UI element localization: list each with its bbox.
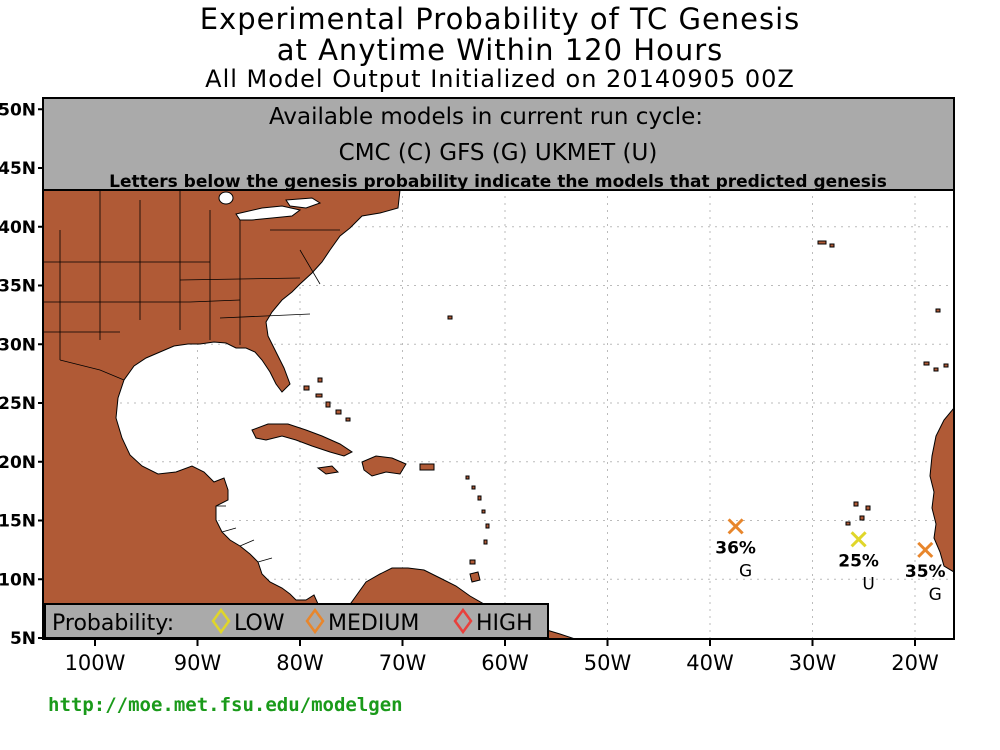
genesis-markers: 36% G 25% U 35% G	[715, 518, 946, 605]
lake-ontario	[285, 197, 322, 209]
info-line-3: Letters below the genesis probability in…	[109, 172, 887, 192]
legend-item-label: LOW	[234, 611, 285, 636]
land-jamaica	[316, 465, 340, 475]
marker-percent: 25%	[838, 551, 879, 571]
marker-x-icon	[917, 541, 934, 558]
genesis-marker[interactable]: 36% G	[715, 518, 756, 581]
marker-percent: 35%	[905, 562, 946, 582]
legend-item-low: LOW	[211, 607, 285, 636]
title-line-3: All Model Output Initialized on 20140905…	[205, 65, 795, 93]
marker-models: U	[862, 574, 874, 594]
lon-label: 90W	[174, 651, 222, 675]
lat-label: 5N	[10, 629, 36, 649]
diamond-icon	[453, 607, 473, 635]
lon-label: 100W	[65, 651, 126, 675]
lat-label: 45N	[0, 159, 36, 179]
lat-label: 50N	[0, 100, 36, 120]
land-africa	[929, 407, 954, 573]
marker-percent: 36%	[715, 538, 756, 558]
marker-x-icon	[850, 531, 867, 548]
lat-label: 20N	[0, 453, 36, 473]
lon-label: 20W	[891, 651, 939, 675]
marker-models: G	[739, 561, 752, 581]
lon-label: 50W	[584, 651, 632, 675]
genesis-marker[interactable]: 25% U	[838, 531, 879, 594]
info-line-1: Available models in current run cycle:	[269, 104, 703, 130]
land-bahamas	[303, 377, 351, 422]
info-line-2: CMC (C) GFS (G) UKMET (U)	[339, 140, 658, 166]
lat-label: 10N	[0, 570, 36, 590]
lon-label: 80W	[276, 651, 324, 675]
lon-label: 30W	[789, 651, 837, 675]
legend: Probability: LOW MEDIUM HIGH	[44, 603, 549, 639]
lake-erie	[235, 205, 302, 221]
legend-item-label: HIGH	[476, 611, 533, 636]
lat-label: 30N	[0, 335, 36, 355]
land-atlantic-islands	[447, 240, 949, 526]
lon-label: 70W	[379, 651, 427, 675]
state-borders	[43, 190, 340, 360]
diamond-icon	[305, 607, 325, 635]
title-line-2: at Anytime Within 120 Hours	[276, 33, 724, 67]
longitude-labels: 100W 90W 80W 70W 60W 50W 40W 30W 20W	[65, 639, 939, 675]
lat-label: 25N	[0, 394, 36, 414]
land-hispaniola	[361, 455, 407, 477]
title-block: Experimental Probability of TC Genesis a…	[0, 2, 1000, 93]
genesis-marker[interactable]: 35% G	[905, 541, 946, 605]
latitude-labels: 50N 45N 40N 35N 30N 25N 20N 15N 10N 5N	[0, 100, 43, 649]
lon-label: 40W	[686, 651, 734, 675]
lon-label: 60W	[481, 651, 529, 675]
legend-item-medium: MEDIUM	[305, 607, 419, 636]
legend-label: Probability:	[52, 611, 174, 636]
land-puerto-rico	[419, 463, 435, 471]
marker-models: G	[929, 585, 942, 605]
diamond-icon	[211, 607, 231, 635]
marker-x-icon	[727, 518, 744, 535]
title-line-1: Experimental Probability of TC Genesis	[199, 2, 801, 36]
legend-item-label: MEDIUM	[328, 611, 419, 636]
land-trinidad	[469, 571, 481, 583]
land-lesser-antilles	[465, 475, 490, 565]
lat-label: 35N	[0, 277, 36, 297]
lake-michigan	[218, 191, 234, 205]
info-box: Available models in current run cycle: C…	[42, 97, 955, 192]
source-url[interactable]: http://moe.met.fsu.edu/modelgen	[48, 694, 403, 716]
lat-label: 15N	[0, 512, 36, 532]
legend-item-high: HIGH	[453, 607, 533, 636]
land-cuba	[251, 423, 353, 457]
country-borders	[59, 359, 273, 563]
lat-label: 40N	[0, 218, 36, 238]
